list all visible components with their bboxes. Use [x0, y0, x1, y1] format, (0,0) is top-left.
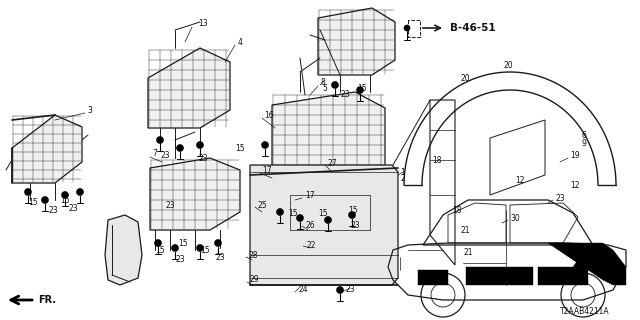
Text: 23: 23	[165, 201, 175, 210]
Circle shape	[324, 217, 332, 223]
Text: 22: 22	[306, 241, 316, 250]
Polygon shape	[250, 165, 398, 285]
Circle shape	[356, 86, 364, 93]
Polygon shape	[538, 253, 588, 285]
Text: 23: 23	[215, 253, 225, 262]
Text: 19: 19	[570, 150, 580, 159]
Text: T2AAB4211A: T2AAB4211A	[561, 308, 610, 316]
Text: 13: 13	[198, 19, 207, 28]
Circle shape	[42, 196, 49, 204]
Text: B-46-51: B-46-51	[450, 23, 495, 33]
Text: 15: 15	[357, 84, 367, 92]
Circle shape	[154, 239, 161, 246]
Text: 8: 8	[320, 77, 324, 86]
Circle shape	[77, 188, 83, 196]
Text: 15: 15	[200, 245, 210, 254]
Circle shape	[196, 244, 204, 252]
Text: 25: 25	[257, 201, 267, 210]
Text: 23: 23	[350, 220, 360, 229]
Text: 21: 21	[460, 226, 470, 235]
Text: 28: 28	[248, 251, 257, 260]
Text: 20: 20	[460, 74, 470, 83]
Text: 15: 15	[60, 196, 70, 204]
Text: 12: 12	[570, 180, 579, 189]
Text: 26: 26	[305, 220, 315, 229]
Circle shape	[337, 286, 344, 293]
Text: 15: 15	[348, 205, 358, 214]
Text: 6: 6	[581, 131, 586, 140]
Circle shape	[196, 141, 204, 148]
Text: 20: 20	[503, 60, 513, 69]
Text: 18: 18	[432, 156, 442, 164]
Text: 23: 23	[175, 255, 184, 265]
Text: 15: 15	[155, 245, 164, 254]
Text: 23: 23	[160, 150, 170, 159]
Text: 16: 16	[264, 110, 274, 119]
Text: 23: 23	[48, 205, 58, 214]
Text: 29: 29	[249, 276, 259, 284]
Polygon shape	[150, 158, 240, 230]
Text: 17: 17	[305, 190, 315, 199]
Polygon shape	[466, 267, 533, 285]
Text: 17: 17	[262, 165, 271, 174]
Text: FR.: FR.	[38, 295, 56, 305]
Polygon shape	[272, 92, 385, 200]
Text: 27: 27	[327, 158, 337, 167]
Circle shape	[404, 25, 410, 31]
Text: 23: 23	[340, 90, 349, 99]
Circle shape	[177, 145, 184, 151]
Text: 15: 15	[28, 197, 38, 206]
Polygon shape	[12, 115, 82, 183]
Text: 4: 4	[238, 37, 243, 46]
Text: 15: 15	[318, 209, 328, 218]
Text: 12: 12	[515, 175, 525, 185]
Polygon shape	[548, 243, 626, 285]
Polygon shape	[318, 8, 395, 75]
Circle shape	[172, 244, 179, 252]
Circle shape	[276, 209, 284, 215]
Circle shape	[296, 214, 303, 221]
Text: 7: 7	[152, 148, 157, 157]
Text: 9: 9	[581, 139, 586, 148]
Text: 23: 23	[345, 285, 355, 294]
Text: 3: 3	[87, 106, 92, 115]
Text: 1: 1	[400, 167, 404, 177]
Text: 5: 5	[322, 84, 327, 92]
Circle shape	[157, 137, 163, 143]
Circle shape	[24, 188, 31, 196]
Text: 30: 30	[510, 213, 520, 222]
Text: 15: 15	[178, 238, 188, 247]
Text: 23: 23	[68, 204, 77, 212]
Text: 23: 23	[198, 154, 207, 163]
Text: 23: 23	[555, 194, 564, 203]
Text: 2: 2	[400, 173, 404, 182]
Circle shape	[349, 212, 355, 219]
Polygon shape	[418, 270, 448, 285]
Polygon shape	[148, 48, 230, 128]
Text: 18: 18	[452, 205, 461, 214]
Circle shape	[214, 239, 221, 246]
Text: 15: 15	[288, 209, 298, 218]
Text: 15: 15	[235, 143, 244, 153]
Text: 21: 21	[463, 247, 472, 257]
Circle shape	[332, 82, 339, 89]
Circle shape	[262, 141, 269, 148]
Circle shape	[61, 191, 68, 198]
Text: 24: 24	[298, 285, 308, 294]
Polygon shape	[105, 215, 142, 285]
